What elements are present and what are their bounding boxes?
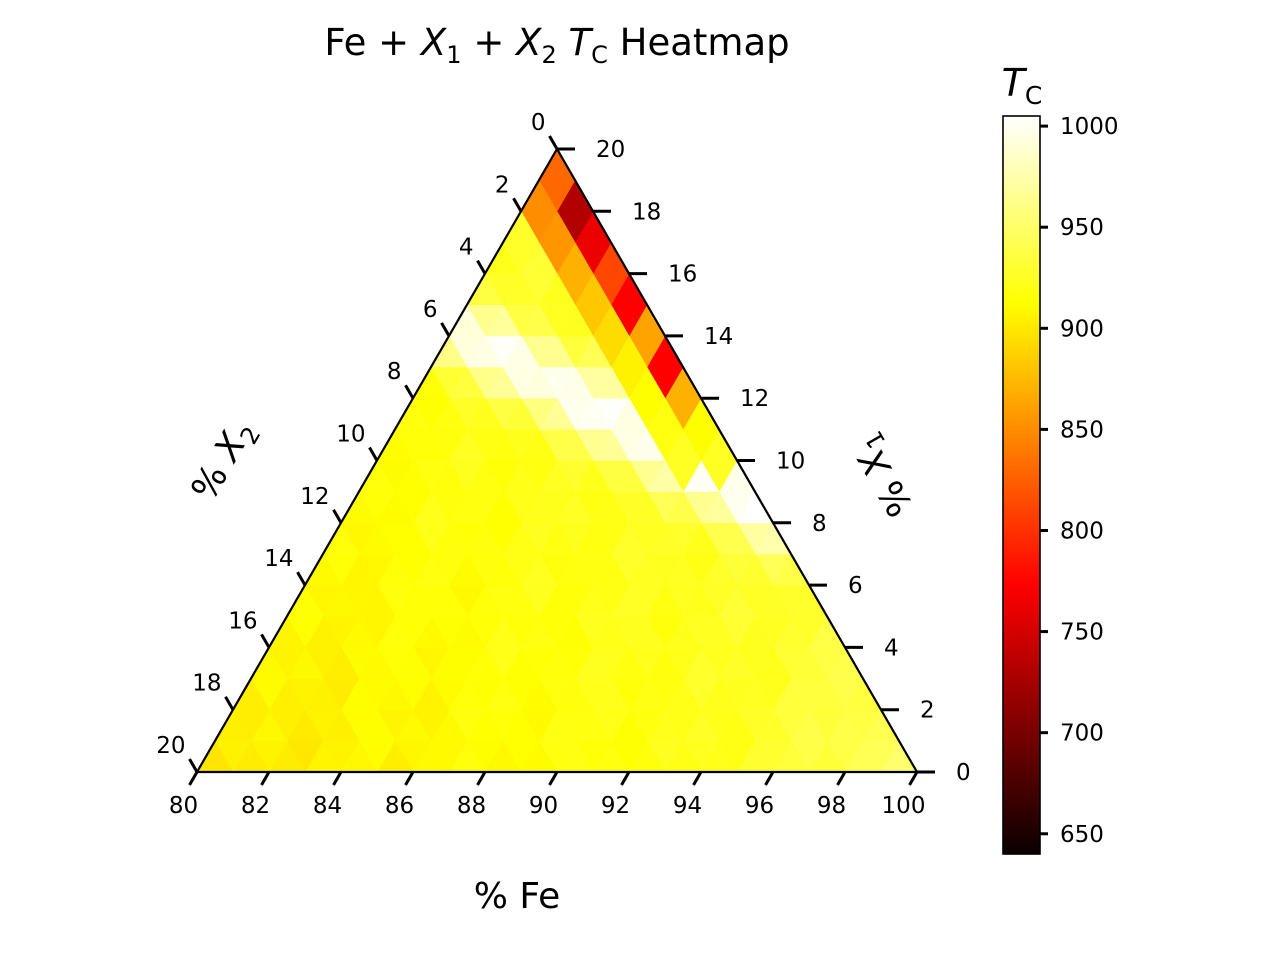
right-tick-label: 0: [956, 760, 971, 786]
colorbar-tick-label: 750: [1060, 620, 1104, 646]
axis-label-x2: % X2: [184, 413, 267, 510]
colorbar-gradient: [1002, 115, 1041, 855]
right-tick-label: 14: [704, 324, 733, 350]
left-tick-mark: [548, 135, 559, 150]
bottom-tick-mark: [188, 771, 199, 786]
colorbar-title-sub: C: [1025, 81, 1042, 110]
bottom-tick-mark: [836, 771, 847, 786]
right-tick-label: 4: [884, 635, 899, 661]
bottom-tick-mark: [548, 771, 559, 786]
title-part: Fe +: [324, 21, 421, 64]
title-part: Heatmap: [608, 21, 790, 64]
left-tick-mark: [512, 197, 523, 213]
colorbar-tick-label: 900: [1060, 316, 1104, 342]
title-tc-sub: C: [591, 41, 608, 69]
axis-label-x1: % X1: [844, 426, 927, 523]
right-tick-label: 20: [596, 137, 625, 163]
left-tick-label: 0: [531, 110, 546, 136]
colorbar-tick-label: 800: [1060, 518, 1104, 544]
right-tick-label: 18: [632, 199, 661, 225]
bottom-tick-label: 96: [745, 793, 774, 819]
bottom-tick-label: 80: [169, 793, 198, 819]
bottom-tick-label: 94: [673, 793, 702, 819]
bottom-tick-mark: [908, 771, 919, 786]
left-tick-mark: [404, 384, 415, 399]
colorbar-title: TC: [1002, 61, 1043, 110]
left-axis-ticks: 0 2 4 6 8 10 12 14 16 18 20: [156, 110, 559, 773]
right-axis-ticks: 0 2 4 6 8 10 12 14 16 18 20: [557, 137, 971, 786]
right-tick-label: 6: [848, 573, 863, 599]
heatmap-cells: [196, 148, 918, 773]
bottom-tick-label: 92: [601, 793, 630, 819]
left-tick-label: 12: [300, 484, 329, 510]
colorbar-tick-label: 650: [1060, 822, 1104, 848]
colorbar-tick-label: 850: [1060, 417, 1104, 443]
left-tick-mark: [332, 509, 343, 524]
left-tick-mark: [188, 758, 199, 773]
bottom-tick-label: 86: [385, 793, 414, 819]
title-x2-var: X: [514, 21, 543, 64]
title-x2-sub: 2: [541, 41, 556, 69]
colorbar: TC 650 700 750 800 850 900 950 1000: [1002, 61, 1119, 855]
left-tick-label: 2: [495, 172, 510, 198]
bottom-tick-label: 82: [241, 793, 270, 819]
bottom-tick-mark: [620, 771, 631, 786]
title-part: +: [462, 21, 517, 64]
left-tick-label: 8: [387, 359, 402, 385]
bottom-tick-label: 84: [313, 793, 342, 819]
left-tick-mark: [476, 259, 487, 275]
left-tick-mark: [260, 633, 271, 649]
bottom-axis-ticks: 80 82 84 86 88 90 92 94 96 98 100: [169, 771, 926, 819]
bottom-tick-mark: [332, 771, 343, 786]
title-x1-sub: 1: [446, 41, 461, 69]
right-tick-label: 10: [776, 449, 805, 475]
left-tick-label: 6: [423, 297, 438, 323]
colorbar-title-var: T: [1002, 61, 1028, 105]
left-tick-label: 18: [192, 671, 221, 697]
title-part: [557, 21, 569, 64]
left-tick-mark: [296, 571, 307, 586]
right-tick-label: 2: [920, 698, 935, 724]
right-tick-label: 8: [812, 511, 827, 537]
left-tick-label: 16: [228, 608, 257, 634]
colorbar-tick-label: 1000: [1060, 114, 1119, 140]
left-tick-label: 20: [156, 733, 185, 759]
title-x1-var: X: [419, 21, 448, 64]
bottom-tick-mark: [764, 771, 775, 786]
left-tick-mark: [440, 322, 451, 337]
left-tick-label: 10: [336, 422, 365, 448]
colorbar-tick-label: 950: [1060, 215, 1104, 241]
right-tick-label: 12: [740, 386, 769, 412]
title-tc-var: T: [569, 21, 594, 64]
bottom-tick-mark: [692, 771, 703, 786]
left-tick-mark: [224, 695, 235, 711]
bottom-tick-mark: [476, 771, 487, 786]
bottom-tick-label: 88: [457, 793, 486, 819]
bottom-tick-mark: [260, 771, 271, 786]
left-tick-mark: [368, 446, 379, 462]
right-tick-label: 16: [668, 262, 697, 288]
bottom-tick-label: 100: [882, 793, 926, 819]
chart-title: Fe + X1 + X2 TC Heatmap: [324, 21, 789, 69]
bottom-tick-label: 90: [529, 793, 558, 819]
colorbar-tick-label: 700: [1060, 721, 1104, 747]
axis-label-fe: % Fe: [474, 876, 561, 917]
left-tick-label: 4: [459, 235, 474, 261]
heatmap-cell: [538, 148, 576, 181]
bottom-tick-label: 98: [817, 793, 846, 819]
left-tick-label: 14: [264, 546, 293, 572]
bottom-tick-mark: [404, 771, 415, 786]
colorbar-ticks: 650 700 750 800 850 900 950 1000: [1040, 114, 1119, 848]
